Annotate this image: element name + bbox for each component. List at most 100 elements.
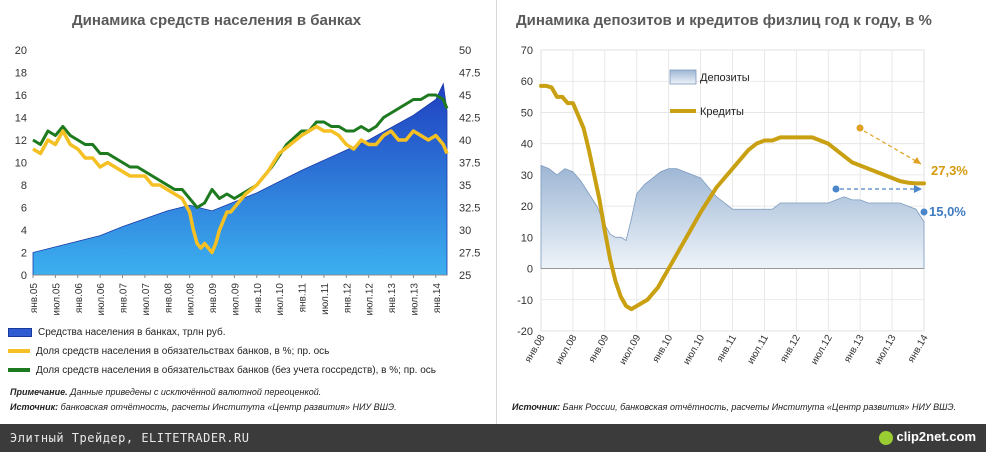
right-y-tick: 35 [459,180,471,192]
left-y-tick: 6 [21,203,27,215]
legend-label: Доля средств населения в обязательствах … [36,346,330,357]
right-y-tick: 20 [521,201,533,213]
right-y-tick: 32.5 [459,203,480,215]
credits-annotation-arrow [863,130,922,165]
left-x-tick-label: июл.06 [96,283,107,316]
credits-annotation-arrowhead [913,157,921,164]
right-y-tick: 10 [521,232,533,244]
right-y-tick: 47.5 [459,68,480,80]
left-x-tick-label: июл.12 [365,283,376,316]
deposits-volume-area [32,82,448,276]
right-y-tick: 27.5 [459,248,480,260]
source-label: Источник: [512,402,561,412]
left-x-tick-label: июл.07 [141,283,152,316]
right-y-tick: 37.5 [459,158,480,170]
source-label: Источник: [10,402,59,412]
right-x-tick-label: июл.12 [809,333,835,367]
share-line [32,124,449,255]
right-y-tick: 0 [527,264,533,276]
left-x-tick-label: июл.11 [320,283,331,315]
right-y-tick: -20 [517,326,533,338]
legend-swatch [8,327,32,337]
left-x-tick-label: янв.11 [298,283,309,313]
source-text: Банк России, банковская отчётность, расч… [560,402,957,412]
right-y-tick: 40 [459,135,471,147]
left-x-tick-label: янв.07 [119,283,130,314]
left-x-tick-label: янв.08 [163,283,174,314]
left-x-tick-label: июл.08 [186,283,197,316]
left-y-tick: 10 [15,158,27,170]
panel-divider [496,0,497,424]
right-y-tick: 45 [459,90,471,102]
right-x-tick-label: янв.13 [842,333,867,365]
note-text: Данные приведены с исключённой валютной … [67,387,322,397]
left-y-tick: 4 [21,225,27,237]
left-x-tick-label: июл.10 [275,283,286,316]
right-y-tick: -10 [517,295,533,307]
legend-item-share-ex-gov: Доля средств населения в обязательствах … [8,365,436,376]
deposits-end-dot [920,208,928,216]
deposits-annotation-arrowhead [914,185,922,193]
legend-label-deposits: Депозиты [700,72,750,84]
left-chart-title: Динамика средств населения в банках [72,12,362,29]
legend-swatch [8,349,30,354]
right-y-tick: 30 [459,225,471,237]
legend-item-share: Доля средств населения в обязательствах … [8,346,329,357]
right-y-tick: 30 [521,170,533,182]
credits-annotation-label: 27,3% [931,163,968,178]
left-x-tick-label: июл.05 [51,283,62,316]
right-source: Источник: Банк России, банковская отчётн… [512,402,956,412]
left-x-tick-label: янв.09 [208,283,219,314]
left-x-tick-label: янв.06 [74,283,85,314]
right-y-tick: 42.5 [459,113,480,125]
right-y-tick: 50 [459,45,471,57]
left-x-tick-label: июл.13 [409,283,420,316]
left-x-tick-label: янв.13 [387,283,398,314]
left-y-tick: 12 [15,135,27,147]
right-x-tick-label: июл.08 [554,333,580,367]
right-x-tick-label: янв.10 [651,333,676,365]
left-source: Источник: банковская отчётность, расчеты… [10,402,397,412]
left-y-tick: 16 [15,90,27,102]
right-x-tick-label: янв.14 [906,333,931,365]
right-x-tick-label: июл.11 [746,333,772,366]
legend-swatch-deposits [669,69,697,85]
right-x-tick-label: июл.09 [618,333,644,367]
share-ex-gov-line [32,93,449,209]
right-y-tick: 40 [521,139,533,151]
credits-line [539,83,926,312]
legend-label-credits: Кредиты [700,106,744,118]
left-y-tick: 14 [15,113,27,125]
right-chart-title: Динамика депозитов и кредитов физлиц год… [516,12,932,29]
footer-site-text: Элитный Трейдер, ELITETRADER.RU [10,431,250,445]
footer-logo[interactable]: clip2net.com [878,429,976,445]
right-y-tick: 70 [521,45,533,57]
footer-logo-text: clip2net.com [896,429,976,444]
clip2net-icon [878,430,893,445]
left-x-tick-label: янв.14 [432,283,443,314]
credits-annotation-dot [856,124,864,132]
right-x-tick-label: июл.10 [681,333,707,367]
note-label: Примечание. [10,387,68,397]
right-x-tick-label: янв.09 [587,333,612,365]
legend-swatch [8,368,30,373]
left-x-tick-label: июл.09 [230,283,241,316]
left-y-tick: 0 [21,270,27,282]
left-x-tick-label: янв.12 [342,283,353,314]
left-y-tick: 8 [21,180,27,192]
deposits-annotation-dot [832,185,840,193]
legend-label: Доля средств населения в обязательствах … [36,365,437,376]
legend-item-deposits-volume: Средства населения в банках, трлн руб. [8,327,225,338]
right-y-tick: 60 [521,76,533,88]
right-x-tick-label: июл.13 [873,333,899,367]
footer-bar: Элитный Трейдер, ELITETRADER.RU clip2net… [0,424,986,452]
left-x-tick-label: янв.05 [29,283,40,314]
right-x-tick-label: янв.12 [778,333,803,365]
legend-label: Средства населения в банках, трлн руб. [38,327,226,338]
left-y-tick: 2 [21,248,27,260]
left-x-tick-label: янв.10 [253,283,264,314]
right-y-tick: 25 [459,270,471,282]
left-note: Примечание. Данные приведены с исключённ… [10,387,321,397]
right-x-tick-label: янв.11 [715,333,739,364]
